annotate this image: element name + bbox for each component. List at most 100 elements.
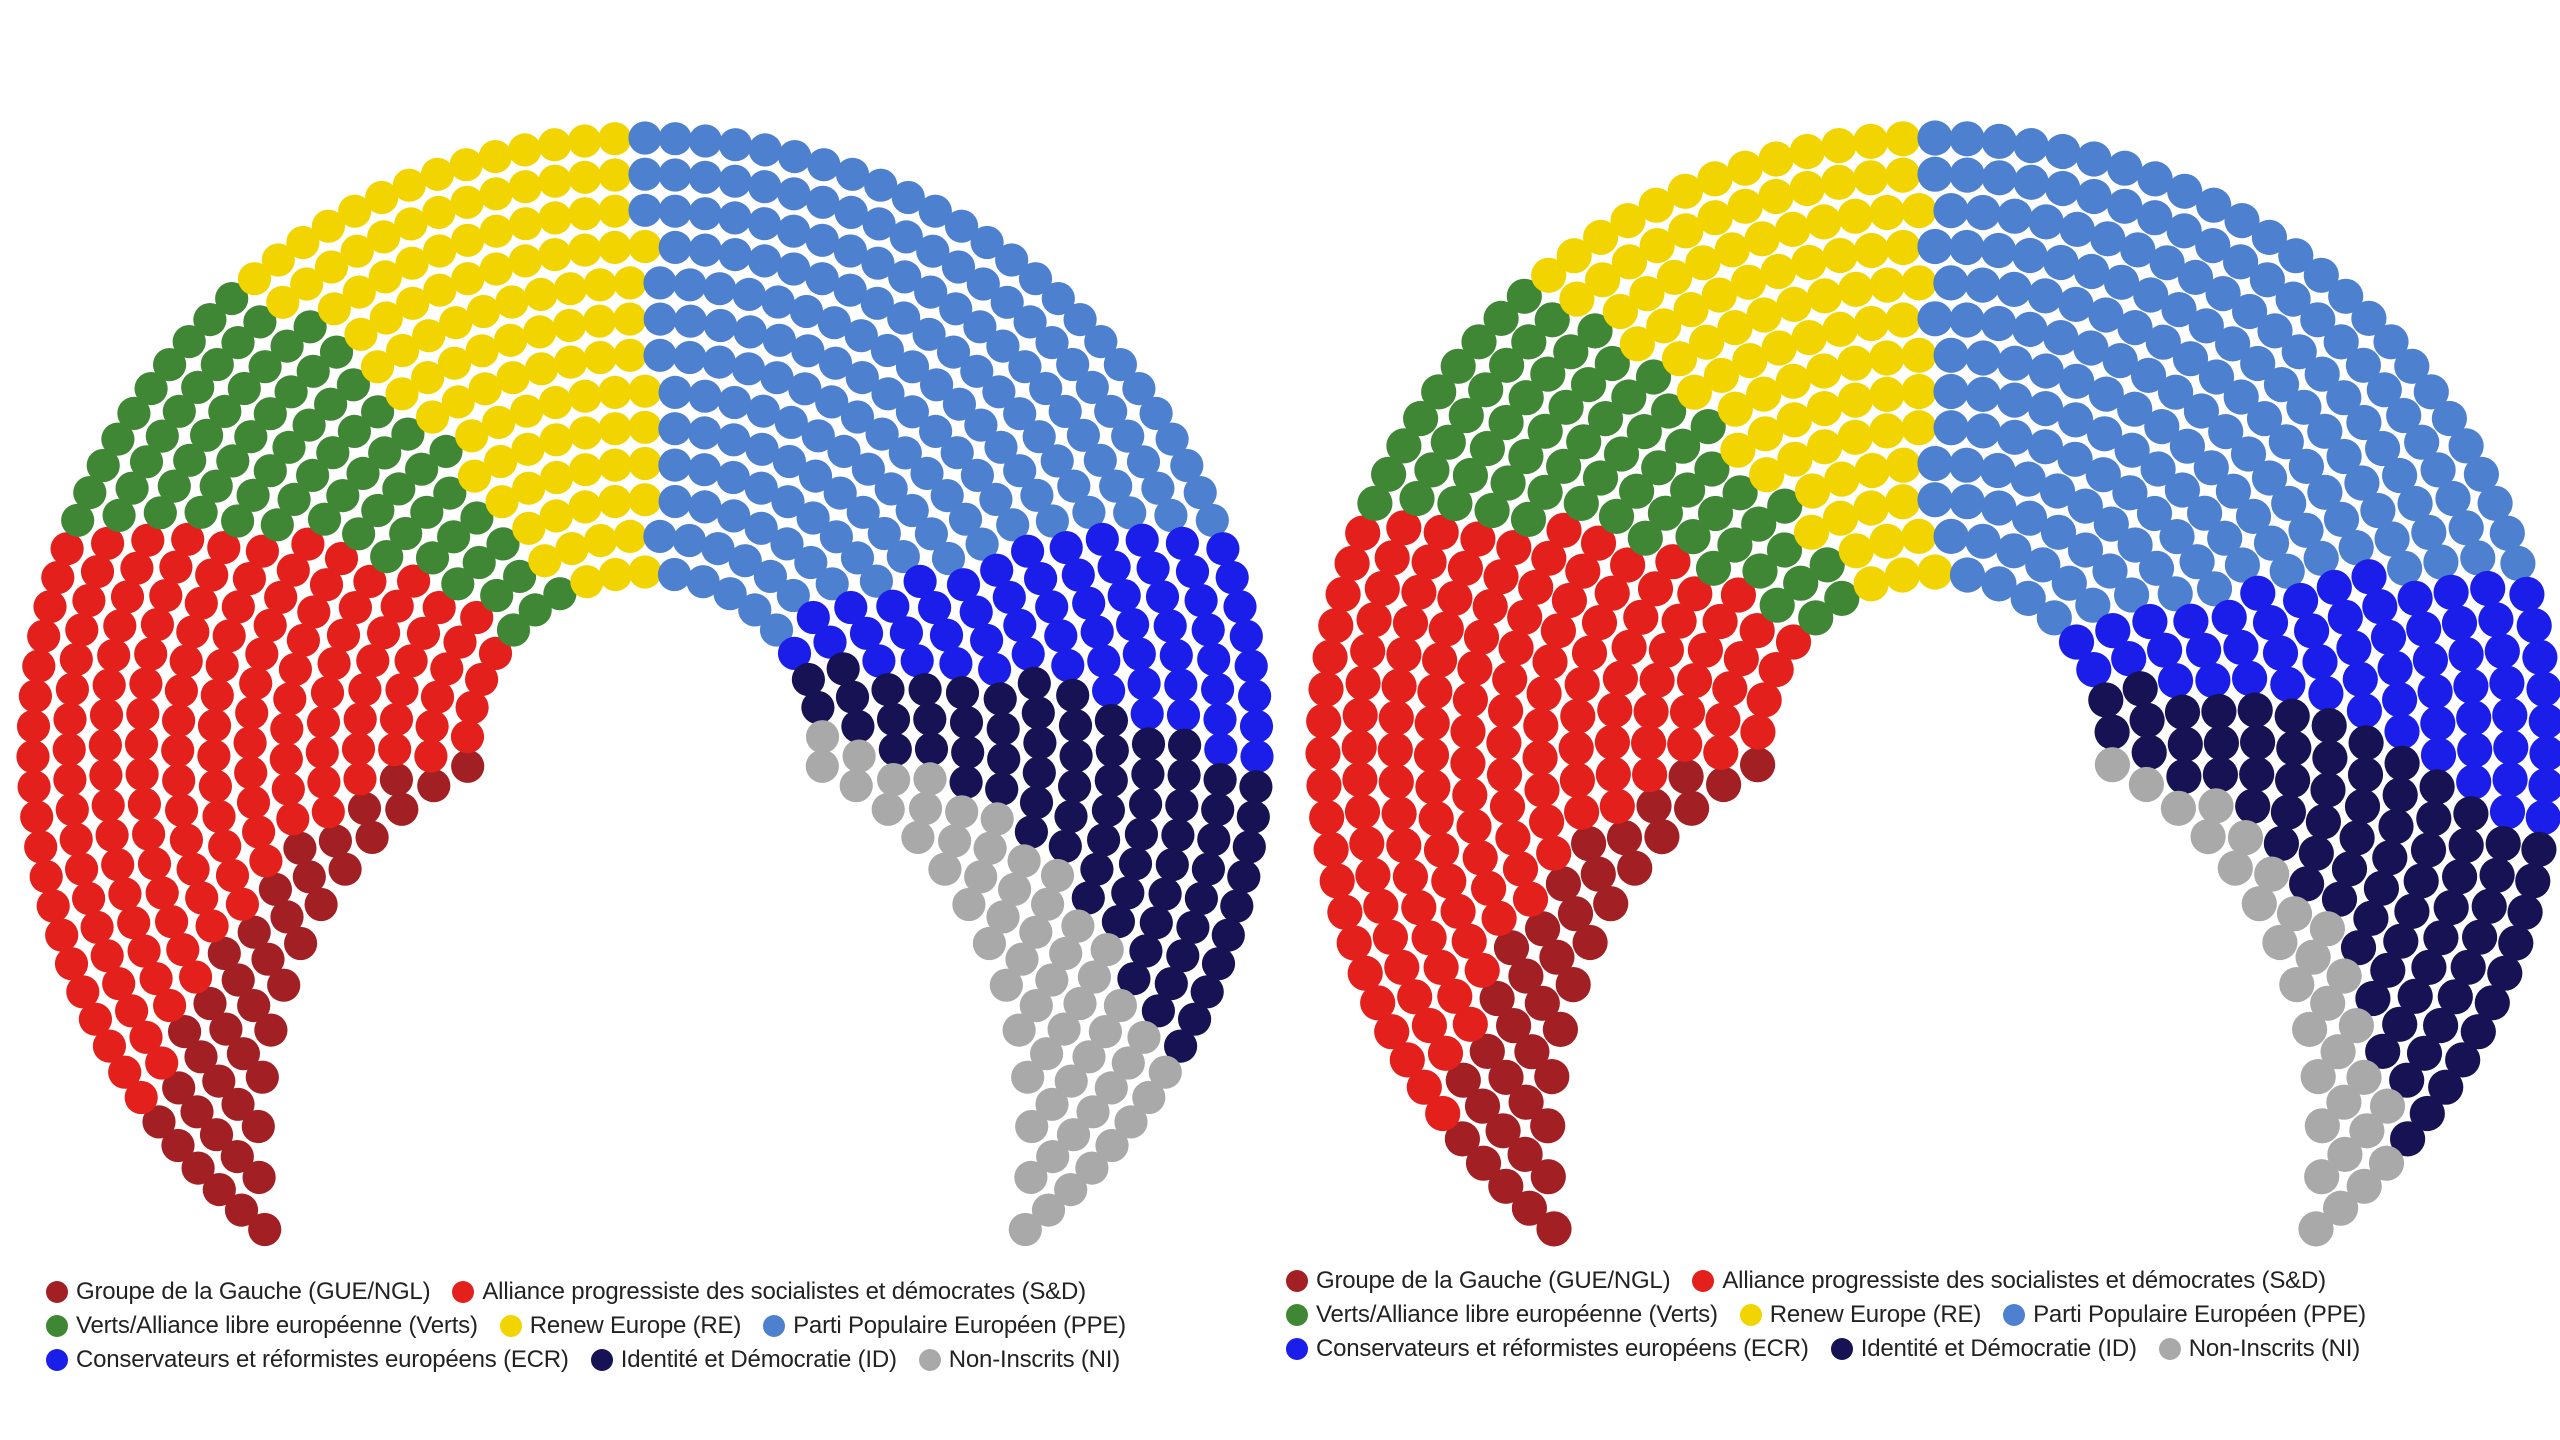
seat-dot bbox=[1869, 194, 1905, 231]
seat-dot bbox=[2211, 599, 2247, 636]
seat-dot bbox=[1560, 698, 1596, 734]
seat-dot bbox=[2164, 694, 2201, 730]
seat-dot bbox=[1097, 550, 1131, 584]
seat-dot bbox=[1697, 161, 1733, 197]
seat-dot bbox=[1165, 526, 1199, 560]
seat-dot bbox=[718, 238, 752, 272]
seat-dot bbox=[1201, 672, 1235, 706]
seat-dot bbox=[2107, 188, 2143, 224]
seat-dot bbox=[643, 338, 677, 372]
seat-dot bbox=[271, 772, 305, 806]
seat-dot bbox=[2323, 1190, 2359, 1226]
seat-dot bbox=[226, 1037, 260, 1071]
seat-dot bbox=[891, 180, 925, 215]
seat-dot bbox=[1997, 345, 2033, 381]
seat-dot bbox=[979, 482, 1013, 516]
seat-dot bbox=[1732, 343, 1768, 379]
seat-dot bbox=[124, 1080, 158, 1115]
seat-dot bbox=[1701, 277, 1737, 313]
seat-dot bbox=[1431, 863, 1467, 899]
seat-dot bbox=[465, 334, 499, 368]
seat-dot bbox=[1422, 642, 1458, 678]
seat-dot bbox=[2012, 237, 2048, 274]
seat-dot bbox=[1853, 160, 1889, 196]
seat-dot bbox=[197, 739, 231, 773]
seat-dot bbox=[2173, 603, 2209, 639]
seat-dot bbox=[1555, 967, 1591, 1003]
seat-dot bbox=[129, 667, 163, 701]
seat-dot bbox=[1869, 413, 1905, 449]
seat-dot bbox=[1452, 777, 1488, 813]
seat-dot bbox=[1129, 787, 1163, 821]
seat-dot bbox=[1717, 310, 1753, 346]
seat-dot bbox=[2179, 544, 2215, 580]
seat-dot bbox=[815, 385, 849, 419]
seat-dot bbox=[1044, 619, 1078, 653]
seat-dot bbox=[380, 589, 414, 623]
seat-dot bbox=[1448, 397, 1484, 434]
seat-dot bbox=[801, 419, 835, 453]
seat-dot bbox=[274, 375, 308, 409]
seat-dot bbox=[486, 527, 520, 561]
seat-dot bbox=[867, 516, 901, 551]
seat-dot bbox=[688, 160, 722, 194]
seat-dot bbox=[2289, 866, 2325, 902]
seat-dot bbox=[264, 580, 298, 614]
seat-dot bbox=[2525, 799, 2560, 836]
seat-dot bbox=[2394, 348, 2430, 384]
seat-dot bbox=[420, 157, 455, 191]
seat-dot bbox=[2263, 825, 2299, 862]
seat-dot bbox=[356, 644, 390, 678]
seat-dot bbox=[913, 702, 947, 736]
seat-dot bbox=[86, 448, 120, 483]
seat-dot bbox=[496, 613, 531, 647]
seat-dot bbox=[2075, 587, 2111, 623]
seat-dot bbox=[1227, 860, 1261, 894]
seat-dot bbox=[1056, 678, 1090, 712]
seat-dot bbox=[2411, 514, 2447, 551]
seat-dot bbox=[2498, 925, 2534, 961]
seat-dot bbox=[1901, 337, 1937, 373]
seat-dot bbox=[80, 910, 114, 944]
seat-dot bbox=[871, 377, 905, 411]
seat-dot bbox=[78, 1002, 112, 1036]
seat-dot bbox=[628, 157, 662, 191]
seat-dot bbox=[2344, 465, 2380, 501]
seat-dot bbox=[318, 824, 352, 858]
seat-dot bbox=[1341, 729, 1377, 766]
seat-dot bbox=[1611, 379, 1647, 415]
seat-dot bbox=[2269, 553, 2305, 589]
seat-dot bbox=[1853, 305, 1889, 342]
seat-dot bbox=[568, 197, 602, 231]
seat-dot bbox=[1824, 461, 1860, 497]
seat-dot bbox=[1518, 569, 1554, 606]
seat-dot bbox=[1377, 732, 1413, 768]
seat-dot bbox=[1853, 490, 1889, 526]
seat-dot bbox=[2186, 632, 2222, 668]
seat-dot bbox=[1309, 799, 1345, 836]
legend-row: Conservateurs et réformistes européens (… bbox=[46, 1347, 1148, 1373]
seat-dot bbox=[2270, 794, 2306, 830]
seat-dot bbox=[673, 268, 707, 302]
seat-dot bbox=[910, 456, 944, 490]
seat-dot bbox=[2507, 894, 2543, 930]
seat-dot bbox=[1094, 704, 1128, 738]
seat-dot bbox=[2457, 732, 2493, 768]
seat-dot bbox=[1933, 518, 1969, 555]
seat-dot bbox=[1080, 615, 1114, 649]
seat-dot bbox=[385, 377, 419, 411]
seat-dot bbox=[1350, 633, 1386, 669]
seat-dot bbox=[569, 453, 603, 487]
seat-dot bbox=[2294, 613, 2330, 649]
seat-dot bbox=[805, 262, 839, 296]
seat-dot bbox=[1981, 490, 2017, 526]
seat-dot bbox=[508, 170, 542, 204]
seat-dot bbox=[173, 443, 207, 477]
seat-dot bbox=[479, 214, 513, 248]
seat-dot bbox=[887, 301, 921, 335]
seat-dot bbox=[1306, 703, 1342, 739]
seat-dot bbox=[2276, 896, 2313, 932]
seat-dot bbox=[1853, 232, 1890, 269]
seat-dot bbox=[1054, 1064, 1088, 1098]
seat-dot bbox=[2240, 575, 2276, 611]
